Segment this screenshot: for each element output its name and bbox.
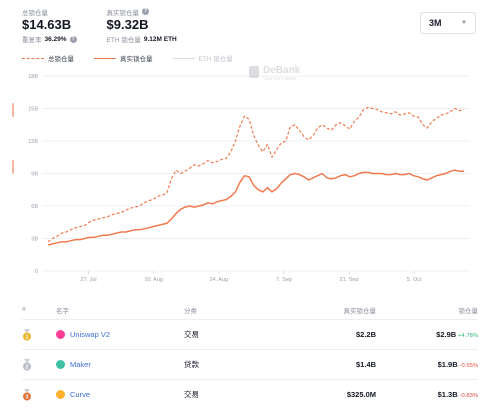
- x-tick-label: 27. Jul: [80, 277, 96, 283]
- category-cell: 交易: [184, 330, 199, 339]
- medal-number: 2: [26, 364, 29, 370]
- medal-number: 3: [26, 394, 29, 400]
- change-percent: -0.83%: [459, 393, 478, 399]
- y-tick-label: 12B: [28, 139, 38, 145]
- locked-cell: $2.9B +4.78%: [376, 330, 478, 339]
- rank-medal: 1: [22, 328, 56, 341]
- legend-label: ETH 锁仓量: [198, 56, 233, 63]
- x-tick-label: 5. Oct: [407, 277, 422, 283]
- period-value: 3M: [429, 18, 442, 28]
- legend-swatch-grey: [172, 57, 195, 59]
- medal-icon: 1: [23, 328, 31, 340]
- protocol-name[interactable]: Curve: [70, 390, 91, 399]
- total-locked-label: 总锁仓量: [22, 9, 48, 17]
- legend-swatch-dashed: [22, 57, 44, 59]
- protocol-name-cell[interactable]: Uniswap V2: [56, 330, 184, 339]
- series-line-real: [47, 169, 464, 246]
- protocol-name-cell[interactable]: Curve: [56, 390, 184, 399]
- locked-value: $1.3B: [437, 390, 458, 399]
- col-real-locked[interactable]: 真实锁仓量: [343, 307, 377, 315]
- rank-medal: 2: [22, 358, 56, 371]
- locked-value: $2.9B: [436, 330, 457, 339]
- total-locked-value: $14.63B: [22, 17, 72, 32]
- col-category: 分类: [184, 307, 197, 315]
- col-name: 名字: [56, 307, 69, 315]
- tvl-line-chart: 18B 15B 12B 9B 6B 3B 0 27. Jul 10. Aug 24. Aug 7.…: [28, 65, 470, 283]
- y-tick-label: 6B: [31, 204, 38, 210]
- real-locked-help-icon[interactable]: ?: [142, 8, 150, 15]
- col-rank: #: [22, 306, 26, 313]
- y-tick-label: 0: [35, 269, 38, 275]
- watermark: DeBank Your DeFi Wallet: [249, 65, 301, 81]
- real-locked-stat: 真实锁仓量 ? $9.32B ETH 锁仓量 9.12M ETH: [107, 7, 177, 44]
- y-tick-label: 18B: [28, 74, 38, 80]
- legend-label: 真实锁仓量: [120, 56, 153, 63]
- legend-swatch-solid: [94, 57, 116, 59]
- stats-panel: 总锁仓量 $14.63B 重复率 36.29% ? 真实锁仓量 ? $9.32B…: [22, 7, 177, 44]
- x-tick-label: 21. Sep: [340, 277, 359, 283]
- table-row[interactable]: 1 Uniswap V2 交易 $2.2B $2.9B +4.78%: [22, 320, 478, 350]
- medal-icon: 2: [23, 358, 31, 370]
- table-header: # 名字 分类 真实锁仓量 锁仓量: [22, 300, 478, 320]
- y-tick-label: 15B: [28, 107, 38, 113]
- eth-locked-label: ETH 锁仓量: [106, 37, 141, 44]
- x-tick-label: 24. Aug: [209, 277, 228, 283]
- watermark-tagline: Your DeFi Wallet: [263, 76, 297, 81]
- category-cell: 交易: [184, 390, 199, 399]
- watermark-name: DeBank: [263, 65, 301, 76]
- protocol-logo-icon: [56, 390, 65, 399]
- eth-locked-row: ETH 锁仓量 9.12M ETH: [106, 34, 177, 45]
- legend-item-eth[interactable]: ETH 锁仓量: [172, 53, 233, 63]
- y-tick-label: 9B: [31, 172, 38, 178]
- edge-marker: [12, 160, 14, 174]
- ratio-help-icon[interactable]: ?: [69, 35, 77, 43]
- y-axis-labels: 18B 15B 12B 9B 6B 3B 0: [28, 74, 38, 275]
- chevron-down-icon: ▼: [461, 20, 467, 26]
- real-locked-cell: $2.2B: [355, 330, 376, 339]
- ratio-row: 重复率 36.29% ?: [22, 34, 77, 44]
- real-locked-label-row: 真实锁仓量 ?: [106, 7, 177, 17]
- real-locked-value: $9.32B: [106, 17, 149, 32]
- change-percent: +4.78%: [458, 333, 478, 339]
- medal-number: 1: [26, 334, 29, 340]
- x-tick-label: 7. Sep: [276, 277, 292, 283]
- chart-grid: [42, 75, 470, 272]
- chart-legend: 总锁仓量 真实锁仓量 ETH 锁仓量: [22, 53, 233, 63]
- protocol-name[interactable]: Uniswap V2: [70, 330, 111, 339]
- table-body: 1 Uniswap V2 交易 $2.2B $2.9B +4.78% 2 Maker 贷款 $1.…: [22, 320, 478, 408]
- rank-medal: 3: [22, 388, 56, 401]
- debank-logo-icon: [249, 66, 259, 78]
- real-locked-cell: $1.4B: [355, 360, 376, 369]
- legend-item-total[interactable]: 总锁仓量: [22, 53, 74, 63]
- real-locked-label: 真实锁仓量: [106, 9, 140, 17]
- table-row[interactable]: 2 Maker 贷款 $1.4B $1.9B -0.55%: [22, 350, 478, 380]
- locked-cell: $1.3B -0.83%: [376, 390, 478, 399]
- legend-item-real[interactable]: 真实锁仓量: [94, 53, 153, 63]
- eth-locked-value: 9.12M ETH: [143, 35, 177, 43]
- ratio-value: 36.29%: [44, 35, 67, 43]
- edge-marker: [12, 103, 14, 117]
- col-locked[interactable]: 锁仓量: [458, 307, 479, 315]
- category-cell: 贷款: [184, 360, 199, 369]
- x-tick-label: 10. Aug: [144, 277, 163, 283]
- ratio-label: 重复率: [22, 37, 42, 44]
- locked-cell: $1.9B -0.55%: [376, 360, 478, 369]
- locked-value: $1.9B: [437, 360, 458, 369]
- protocol-name-cell[interactable]: Maker: [56, 360, 184, 369]
- change-percent: -0.55%: [459, 363, 478, 369]
- protocol-logo-icon: [56, 360, 65, 369]
- table-row[interactable]: 3 Curve 交易 $325.0M $1.3B -0.83%: [22, 380, 478, 408]
- series-line-total: [47, 106, 465, 243]
- medal-icon: 3: [23, 388, 31, 400]
- protocol-table: # 名字 分类 真实锁仓量 锁仓量 1 Uniswap V2 交易 $2.2B $2.9…: [22, 300, 478, 408]
- protocol-logo-icon: [56, 330, 65, 339]
- real-locked-cell: $325.0M: [346, 390, 376, 399]
- x-axis-labels: 27. Jul 10. Aug 24. Aug 7. Sep 21. Sep 5. Oct: [80, 271, 422, 283]
- legend-label: 总锁仓量: [48, 56, 74, 63]
- chart-series: [47, 106, 465, 246]
- total-locked-stat: 总锁仓量 $14.63B 重复率 36.29% ?: [22, 7, 77, 44]
- period-select[interactable]: 3M ▼: [420, 12, 476, 34]
- protocol-name[interactable]: Maker: [70, 360, 91, 369]
- y-tick-label: 3B: [31, 237, 38, 243]
